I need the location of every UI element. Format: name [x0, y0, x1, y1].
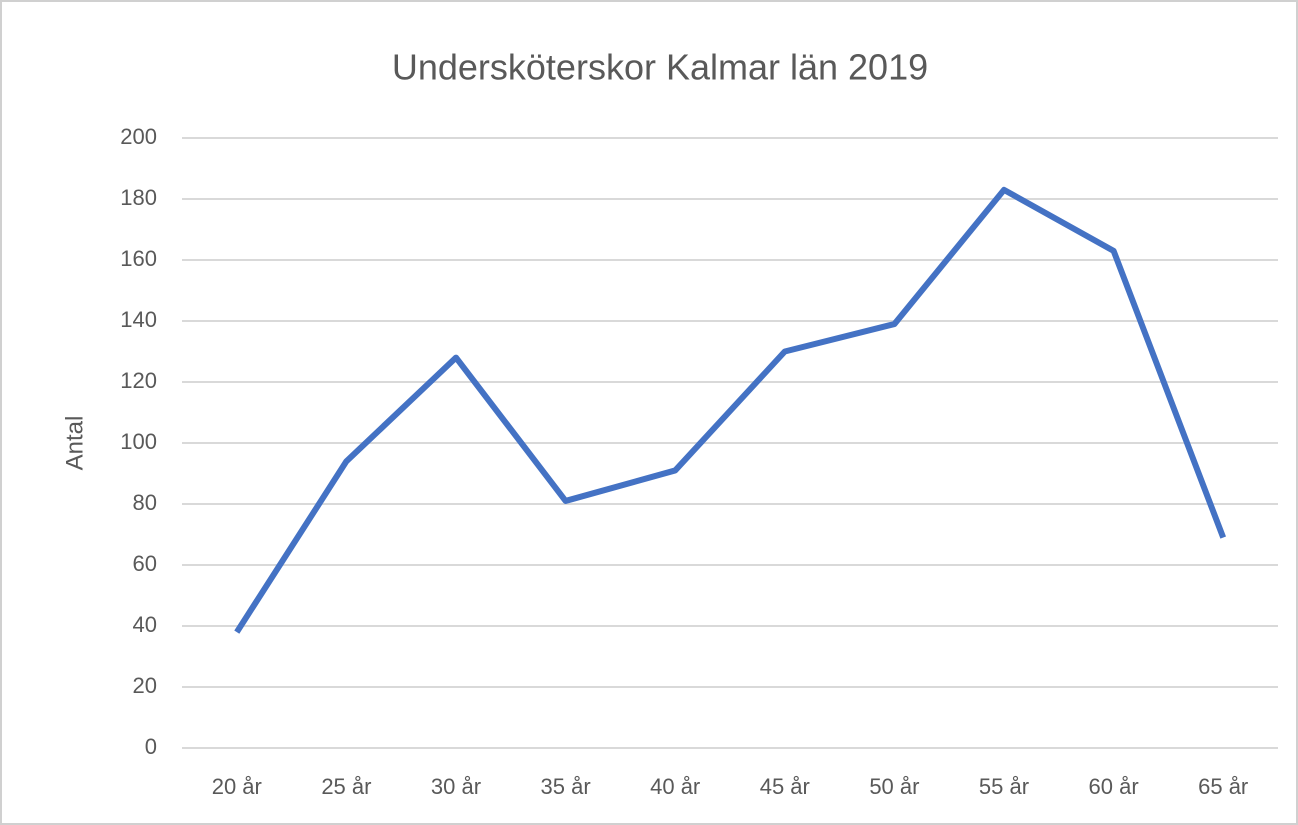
x-tick-label: 25 år: [321, 774, 371, 799]
x-tick-label: 30 år: [431, 774, 481, 799]
y-tick-label: 140: [120, 307, 157, 332]
x-tick-label: 55 år: [979, 774, 1029, 799]
x-tick-label: 50 år: [869, 774, 919, 799]
line-series: [234, 186, 1227, 634]
y-axis-label: Antal: [61, 416, 88, 471]
y-tick-label: 40: [133, 612, 157, 637]
x-tick-label: 45 år: [760, 774, 810, 799]
x-tick-label: 20 år: [212, 774, 262, 799]
x-tick-label: 65 år: [1198, 774, 1248, 799]
y-tick-label: 180: [120, 185, 157, 210]
y-tick-label: 80: [133, 490, 157, 515]
x-tick-label: 35 år: [541, 774, 591, 799]
y-tick-label: 120: [120, 368, 157, 393]
chart-title: Undersköterskor Kalmar län 2019: [392, 47, 928, 88]
y-tick-label: 200: [120, 124, 157, 149]
y-tick-label: 160: [120, 246, 157, 271]
y-tick-label: 60: [133, 551, 157, 576]
x-tick-label: 60 år: [1089, 774, 1139, 799]
y-tick-label: 0: [145, 734, 157, 759]
y-tick-label: 20: [133, 673, 157, 698]
y-tick-label: 100: [120, 429, 157, 454]
x-tick-label: 40 år: [650, 774, 700, 799]
